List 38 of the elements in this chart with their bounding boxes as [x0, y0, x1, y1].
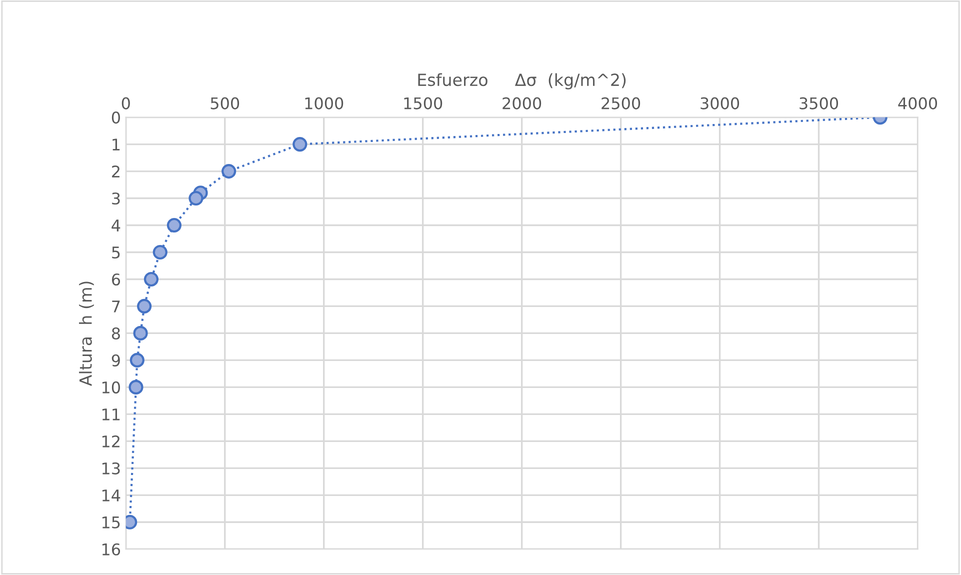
y-tick-label: 8 [112, 327, 120, 340]
x-tick-label: 2000 [502, 97, 542, 110]
x-tick-label: 500 [210, 97, 240, 110]
y-tick-label: 4 [112, 220, 120, 232]
x-tick-label: 1000 [305, 97, 344, 110]
y-tick-label: 3 [112, 192, 120, 205]
y-tick-label: 0 [112, 112, 120, 124]
x-tick-label: 3000 [700, 97, 740, 110]
point [128, 380, 144, 394]
point [144, 272, 159, 287]
y-tick-label: 15 [102, 516, 120, 528]
point [292, 136, 308, 152]
y-tick-label: 9 [112, 354, 120, 366]
y-tick-label: 12 [102, 435, 120, 448]
y-tick-label: 14 [102, 490, 120, 502]
point [130, 352, 144, 368]
y-tick-label: 10 [102, 381, 120, 394]
y-tick-label: 2 [112, 165, 120, 178]
y-tick-label: 5 [112, 246, 120, 259]
point [222, 164, 236, 179]
point [188, 190, 204, 206]
y-axis-title: Altura h (m) [79, 282, 94, 386]
x-tick-label: 0 [122, 97, 130, 110]
y-tick-label: 16 [102, 543, 120, 556]
point [152, 244, 168, 260]
x-tick-label: 3500 [800, 97, 838, 110]
point [137, 298, 152, 314]
y-tick-label: 6 [112, 273, 120, 286]
x-tick-label: 4000 [898, 97, 938, 110]
x-tick-label: 2500 [602, 97, 640, 110]
y-tick-label: 7 [112, 300, 120, 312]
x-tick-label: 1500 [404, 97, 442, 110]
y-tick-label: 11 [102, 408, 120, 420]
point [166, 218, 182, 233]
y-tick-label: 1 [112, 138, 120, 150]
x-axis-title: Esfuerzo Δσ (kg/m^2) [418, 73, 626, 90]
y-tick-label: 13 [102, 462, 120, 474]
point [133, 326, 148, 341]
